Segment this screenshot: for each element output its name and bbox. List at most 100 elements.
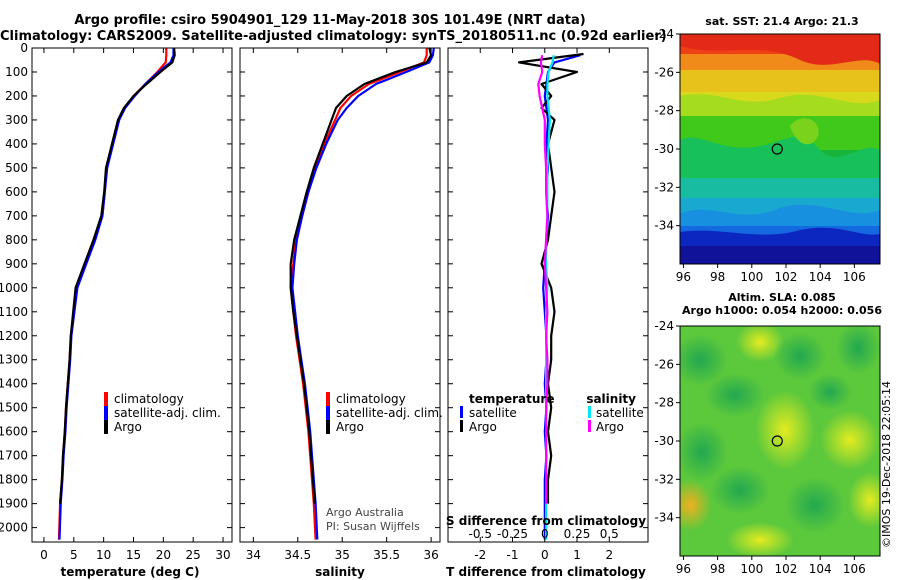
x-tick-label: 20 xyxy=(156,548,171,562)
sla-map-subtitle: Argo h1000: 0.054 h2000: 0.056 xyxy=(682,304,882,317)
imos-stamp: ©IMOS 19-Dec-2018 22:05:14 xyxy=(880,381,893,548)
sst-map-field xyxy=(680,34,880,264)
legend-argo-swatch xyxy=(326,420,330,434)
x-top-tick-label: 0.5 xyxy=(600,527,619,541)
x-tick-label: 96 xyxy=(676,270,691,284)
y-tick-label: -24 xyxy=(654,27,674,41)
legend-climatology: climatology xyxy=(114,392,184,406)
y-tick-label: 1700 xyxy=(0,449,28,463)
y-tick-label: -30 xyxy=(654,434,674,448)
temperature-ticks: 0 5 10 15 20 25 300100200300400500600700800900… xyxy=(0,41,232,562)
x-tick-label: 15 xyxy=(126,548,141,562)
y-tick-label: 100 xyxy=(5,65,28,79)
x-tick-label: 34.5 xyxy=(284,548,311,562)
y-tick-label: 300 xyxy=(5,113,28,127)
difference-top-xlabel: S difference from climatology xyxy=(446,514,646,528)
legend-temperature-head: temperature xyxy=(469,392,554,406)
legend-climatology: climatology xyxy=(336,392,406,406)
difference-legend: temperature satellite Argo salinity sate… xyxy=(460,392,644,434)
x-tick-label: 35 xyxy=(335,548,350,562)
y-tick-label: 700 xyxy=(5,209,28,223)
y-tick-label: 2000 xyxy=(0,521,28,535)
x-tick-label: 98 xyxy=(710,562,725,576)
x-tick-label: 0 xyxy=(40,548,48,562)
legend-climatology-swatch xyxy=(104,392,108,406)
x-tick-label: 1 xyxy=(573,548,581,562)
x-tick-label: 104 xyxy=(809,270,832,284)
temperature-lines xyxy=(57,48,176,540)
credit-program: Argo Australia xyxy=(326,506,404,519)
x-tick-label: 36 xyxy=(423,548,438,562)
legend-t-argo: Argo xyxy=(469,420,497,434)
legend-s-satellite: satellite xyxy=(596,406,644,420)
sla-map-ticks: 96 98 100 102 104 106 -24 -26 -28 -30 -32 -34 xyxy=(654,319,865,576)
y-tick-label: -28 xyxy=(654,396,674,410)
sla-map-panel: Altim. SLA: 0.085 Argo h1000: 0.054 h200… xyxy=(654,291,882,576)
y-tick-label: -34 xyxy=(654,511,674,525)
legend-argo-swatch xyxy=(104,420,108,434)
x-tick-label: 30 xyxy=(215,548,230,562)
salinity-xlabel: salinity xyxy=(315,565,365,579)
y-tick-label: 1200 xyxy=(0,329,28,343)
sla-map-float-marker xyxy=(771,435,783,447)
difference-axes-frame xyxy=(447,47,649,543)
legend-t-satellite: satellite xyxy=(469,406,517,420)
legend-t-satellite-swatch xyxy=(460,406,463,418)
salinity-legend: climatology satellite-adj. clim. Argo xyxy=(326,392,443,434)
x-tick-label: 35.5 xyxy=(373,548,400,562)
y-tick-label: -32 xyxy=(654,472,674,486)
y-tick-label: 600 xyxy=(5,185,28,199)
x-tick-label: 100 xyxy=(740,270,763,284)
credit-pi: PI: Susan Wijffels xyxy=(326,520,420,533)
temperature-legend: climatology satellite-adj. clim. Argo xyxy=(104,392,221,434)
y-tick-label: -28 xyxy=(654,104,674,118)
legend-s-argo-swatch xyxy=(588,420,591,432)
legend-t-argo-swatch xyxy=(460,420,463,432)
y-tick-label: 500 xyxy=(5,161,28,175)
y-tick-label: 1500 xyxy=(0,401,28,415)
difference-xlabel: T difference from climatology xyxy=(446,565,646,579)
figure-subtitle: Climatology: CARS2009. Satellite-adjuste… xyxy=(0,29,667,44)
salinity-panel: 34 34.5 35 35.5 36 salinity climatology sate… xyxy=(239,47,443,579)
legend-s-argo: Argo xyxy=(596,420,624,434)
sst-map-float-marker xyxy=(771,143,783,155)
legend-argo: Argo xyxy=(336,420,364,434)
y-tick-label: 400 xyxy=(5,137,28,151)
x-tick-label: 104 xyxy=(809,562,832,576)
difference-panel: -2 -1 0 1 2 -0.5 -0.25 0 0.25 0.5 S difference fr… xyxy=(446,47,649,579)
salinity-lines xyxy=(289,48,435,540)
x-top-tick-label: 0 xyxy=(541,527,549,541)
x-tick-label: 98 xyxy=(710,270,725,284)
y-tick-label: 800 xyxy=(5,233,28,247)
x-tick-label: 100 xyxy=(740,562,763,576)
x-top-tick-label: -0.5 xyxy=(469,527,492,541)
legend-satellite-swatch xyxy=(326,406,330,420)
sla-map-title: Altim. SLA: 0.085 xyxy=(728,291,835,304)
x-tick-label: 34 xyxy=(246,548,261,562)
x-tick-label: 102 xyxy=(775,270,798,284)
y-tick-label: 1400 xyxy=(0,377,28,391)
linesS-series-1 xyxy=(291,48,435,540)
temperature-xlabel: temperature (deg C) xyxy=(61,565,200,579)
y-tick-label: -24 xyxy=(654,319,674,333)
y-tick-label: 0 xyxy=(20,41,28,55)
x-top-tick-label: -0.25 xyxy=(497,527,528,541)
sst-map-title: sat. SST: 21.4 Argo: 21.3 xyxy=(705,15,858,28)
legend-satellite-swatch xyxy=(104,406,108,420)
linesT-series-2 xyxy=(59,48,176,504)
difference-ticks: -2 -1 0 1 2 -0.5 -0.25 0 0.25 0.5 xyxy=(448,47,648,562)
x-tick-label: -1 xyxy=(507,548,519,562)
temperature-axes-frame xyxy=(31,47,233,543)
salinity-ticks: 34 34.5 35 35.5 36 xyxy=(240,47,440,562)
y-tick-label: 1000 xyxy=(0,281,28,295)
y-tick-label: 1100 xyxy=(0,305,28,319)
legend-s-satellite-swatch xyxy=(588,406,591,418)
sst-map-panel: sat. SST: 21.4 Argo: 21.3 96 98 100 102 104 1… xyxy=(654,15,881,284)
sst-map-ticks: 96 98 100 102 104 106 -24 -26 -28 -30 -32 -34 xyxy=(654,27,865,284)
y-tick-label: -32 xyxy=(654,180,674,194)
y-tick-label: 900 xyxy=(5,257,28,271)
y-tick-label: 1800 xyxy=(0,473,28,487)
x-tick-label: 96 xyxy=(676,562,691,576)
legend-satellite: satellite-adj. clim. xyxy=(114,406,221,420)
